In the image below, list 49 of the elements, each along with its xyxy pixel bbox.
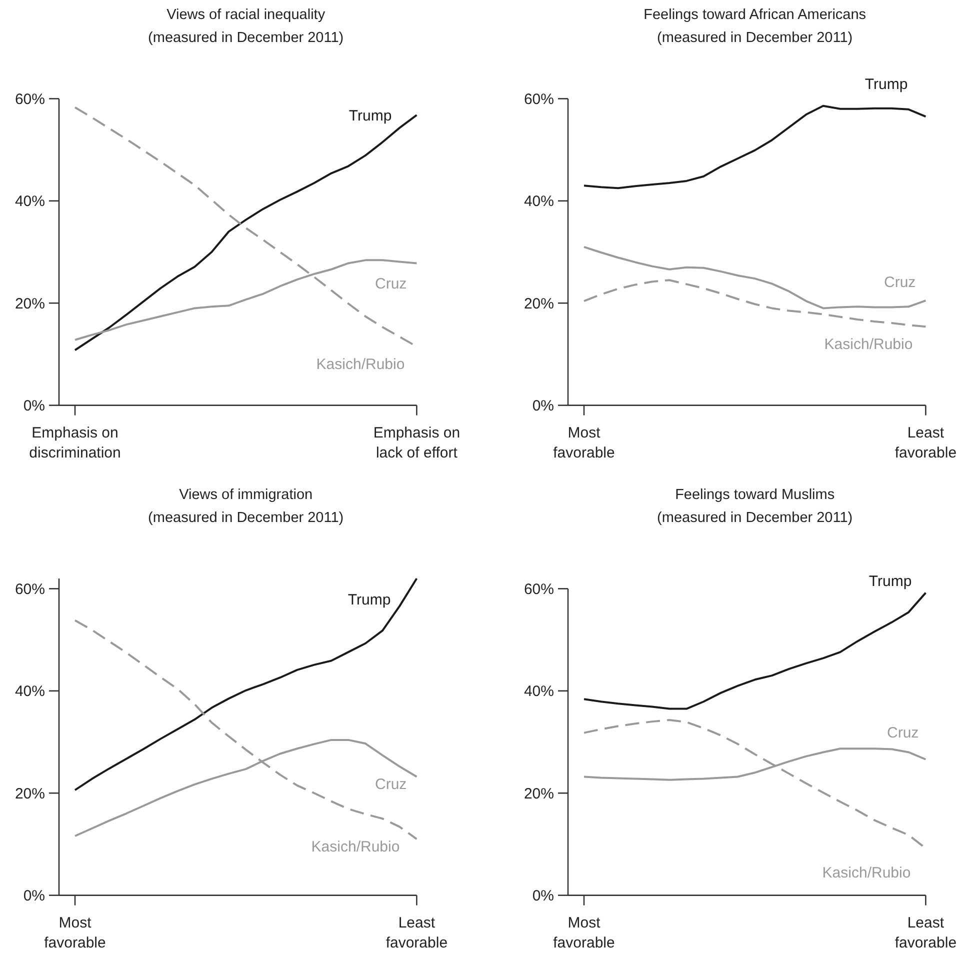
y-tick-label: 0% (532, 398, 554, 415)
x-tick-label: Least favorable (386, 914, 448, 952)
y-tick-label: 20% (14, 295, 45, 312)
y-tick-label: 60% (524, 580, 554, 598)
x-tick-label: Least favorable (894, 424, 957, 462)
series-label: Kasich/Rubio (316, 356, 405, 373)
y-tick-label: 60% (14, 90, 45, 108)
line-series (583, 104, 927, 190)
series-label: Kasich/Rubio (822, 864, 911, 882)
y-tick-label: 60% (524, 90, 554, 108)
y-tick-label: 40% (524, 683, 554, 700)
chart-title: Views of immigration (179, 487, 313, 503)
y-tick-label: 20% (14, 785, 45, 802)
series-label: Cruz (375, 275, 407, 292)
chart-subtitle: (measured in December 2011) (148, 30, 344, 46)
y-tick-label: 20% (524, 295, 554, 312)
y-tick-label: 40% (524, 193, 554, 210)
y-tick-label: 40% (14, 683, 45, 700)
chart-subtitle: (measured in December 2011) (657, 510, 853, 526)
y-tick-label: 60% (14, 580, 45, 598)
y-tick-label: 0% (23, 888, 45, 905)
x-tick-label: Least favorable (894, 914, 957, 952)
chart-title: Feelings toward African Americans (644, 7, 866, 23)
x-tick-label: Emphasis on lack of effort (373, 424, 460, 462)
x-tick-label: Emphasis on discrimination (29, 424, 121, 462)
line-series (583, 246, 927, 310)
series-label: Trump (864, 76, 908, 93)
chart-subtitle: (measured in December 2011) (657, 30, 853, 46)
x-tick-label: Most favorable (553, 914, 615, 952)
y-tick-label: 0% (532, 888, 554, 905)
series-label: Cruz (884, 274, 916, 291)
series-label: Cruz (887, 724, 919, 742)
chart-title: Views of racial inequality (166, 7, 326, 23)
series-label: Trump (348, 592, 391, 609)
x-tick-label: Most favorable (553, 424, 615, 462)
y-tick-label: 20% (524, 785, 554, 802)
line-series (74, 619, 418, 840)
series-label: Kasich/Rubio (824, 336, 913, 353)
line-series (74, 577, 418, 792)
y-tick-label: 40% (14, 193, 45, 210)
line-series (583, 592, 927, 710)
series-label: Cruz (375, 776, 407, 793)
x-tick-label: Most favorable (44, 914, 106, 952)
series-label: Kasich/Rubio (311, 838, 400, 856)
chart-title: Feelings toward Muslims (675, 487, 835, 503)
y-tick-label: 0% (23, 398, 45, 415)
series-label: Trump (868, 573, 912, 590)
series-label: Trump (348, 107, 392, 124)
chart-subtitle: (measured in December 2011) (148, 510, 344, 526)
